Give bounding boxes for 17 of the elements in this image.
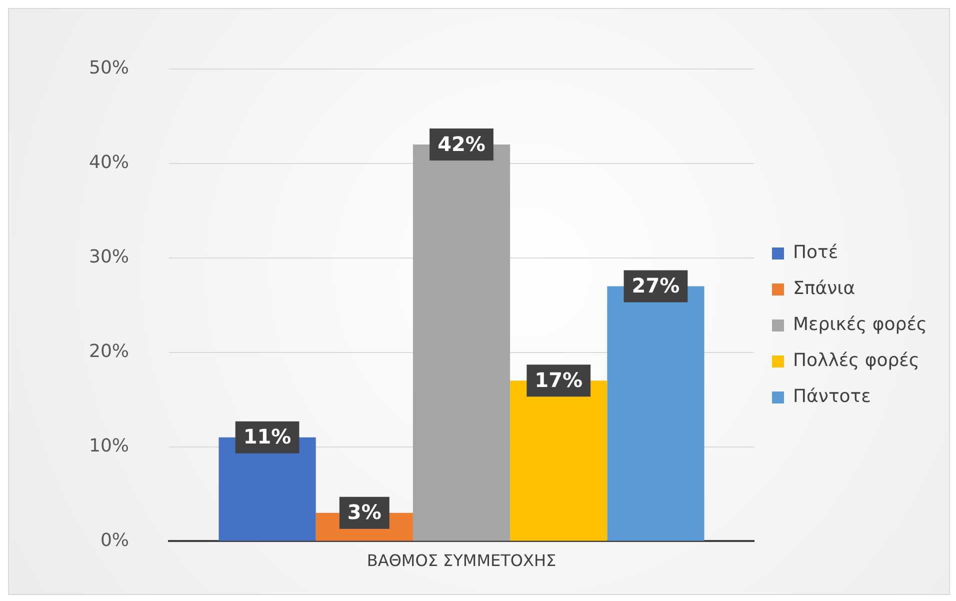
data-label: 42% (438, 132, 486, 156)
data-label: 3% (347, 500, 382, 524)
y-tick-label: 50% (88, 58, 130, 79)
legend-label: Μερικές φορές (792, 314, 928, 336)
data-label: 11% (243, 424, 292, 449)
legend-label: Σπάνια (792, 278, 856, 300)
y-tick-label: 0% (100, 530, 130, 551)
y-tick-label: 30% (88, 246, 130, 268)
y-tick-label: 10% (88, 435, 130, 456)
y-tick-label: 40% (88, 152, 130, 174)
legend-label: Ποτέ (792, 242, 838, 264)
y-tick-label: 20% (88, 340, 130, 362)
data-label: 17% (534, 368, 583, 392)
legend-label: Πολλές φορές (792, 350, 920, 372)
legend-label: Πάντοτε (792, 386, 871, 408)
data-label: 27% (632, 273, 680, 298)
x-tick-label: ΒΑΘΜΟΣ ΣΥΜΜΕΤΟΧΗΣ (366, 550, 556, 570)
